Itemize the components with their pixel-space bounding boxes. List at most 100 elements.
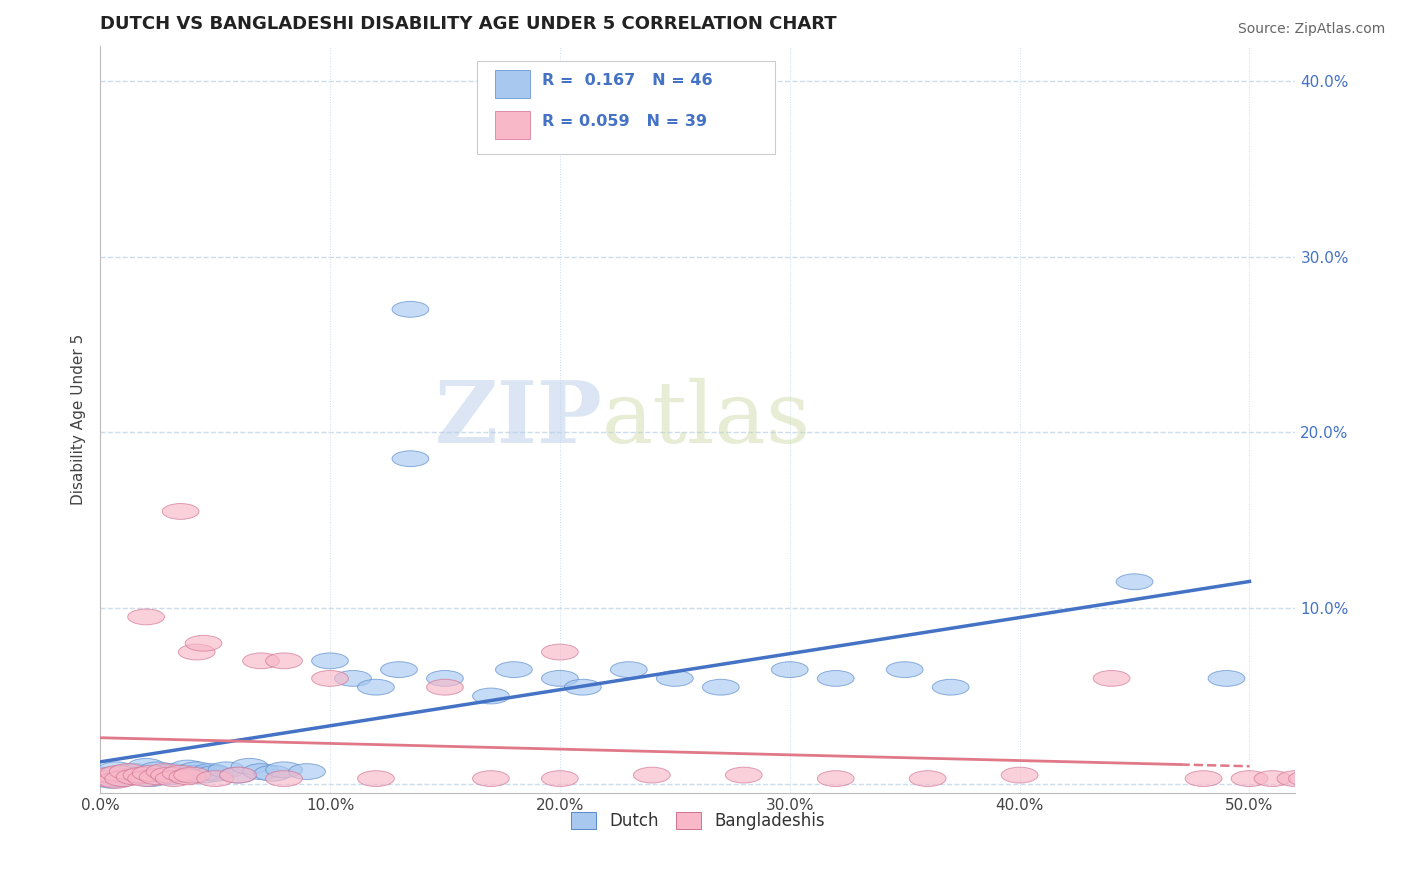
Ellipse shape: [243, 653, 280, 669]
Ellipse shape: [1277, 771, 1313, 787]
Ellipse shape: [266, 762, 302, 778]
Ellipse shape: [381, 662, 418, 678]
Ellipse shape: [657, 671, 693, 686]
Ellipse shape: [1288, 771, 1326, 787]
Ellipse shape: [288, 764, 325, 780]
Ellipse shape: [89, 771, 125, 787]
Ellipse shape: [541, 771, 578, 787]
Ellipse shape: [132, 771, 169, 787]
Text: atlas: atlas: [602, 377, 811, 461]
Ellipse shape: [93, 767, 129, 783]
Ellipse shape: [725, 767, 762, 783]
Ellipse shape: [541, 671, 578, 686]
Ellipse shape: [1094, 671, 1130, 686]
Ellipse shape: [193, 764, 229, 780]
Ellipse shape: [472, 688, 509, 704]
Ellipse shape: [150, 769, 187, 785]
Ellipse shape: [124, 767, 160, 783]
Ellipse shape: [117, 769, 153, 785]
Ellipse shape: [89, 767, 125, 783]
Ellipse shape: [392, 301, 429, 318]
Ellipse shape: [150, 767, 187, 783]
Ellipse shape: [169, 760, 205, 776]
Text: R = 0.059   N = 39: R = 0.059 N = 39: [543, 114, 707, 129]
Ellipse shape: [1001, 767, 1038, 783]
Ellipse shape: [174, 765, 211, 781]
Ellipse shape: [357, 771, 394, 787]
Ellipse shape: [208, 762, 245, 778]
Text: ZIP: ZIP: [434, 377, 602, 461]
Ellipse shape: [254, 765, 291, 781]
Ellipse shape: [128, 609, 165, 624]
Ellipse shape: [179, 644, 215, 660]
Ellipse shape: [197, 765, 233, 781]
Ellipse shape: [932, 680, 969, 695]
Ellipse shape: [426, 680, 464, 695]
Ellipse shape: [312, 671, 349, 686]
Ellipse shape: [139, 762, 176, 778]
Text: DUTCH VS BANGLADESHI DISABILITY AGE UNDER 5 CORRELATION CHART: DUTCH VS BANGLADESHI DISABILITY AGE UNDE…: [100, 15, 837, 33]
Ellipse shape: [110, 764, 146, 780]
Ellipse shape: [169, 769, 205, 785]
Ellipse shape: [162, 765, 200, 781]
Ellipse shape: [155, 771, 193, 787]
Ellipse shape: [1116, 574, 1153, 590]
Ellipse shape: [426, 671, 464, 686]
Ellipse shape: [128, 758, 165, 774]
Ellipse shape: [155, 764, 193, 780]
Ellipse shape: [219, 767, 256, 783]
Ellipse shape: [146, 764, 183, 780]
Ellipse shape: [472, 771, 509, 787]
Ellipse shape: [146, 765, 183, 781]
Ellipse shape: [357, 680, 394, 695]
Ellipse shape: [634, 767, 671, 783]
Ellipse shape: [186, 635, 222, 651]
Ellipse shape: [1208, 671, 1244, 686]
Ellipse shape: [817, 771, 853, 787]
Ellipse shape: [243, 764, 280, 780]
Ellipse shape: [197, 771, 233, 787]
FancyBboxPatch shape: [477, 61, 776, 154]
Ellipse shape: [610, 662, 647, 678]
Ellipse shape: [174, 767, 211, 783]
Ellipse shape: [495, 662, 533, 678]
FancyBboxPatch shape: [495, 70, 530, 98]
FancyBboxPatch shape: [495, 111, 530, 139]
Ellipse shape: [312, 653, 349, 669]
Ellipse shape: [1254, 771, 1291, 787]
Ellipse shape: [564, 680, 602, 695]
Ellipse shape: [1301, 771, 1337, 787]
Ellipse shape: [110, 769, 146, 785]
Ellipse shape: [1232, 771, 1268, 787]
Ellipse shape: [162, 767, 200, 783]
Legend: Dutch, Bangladeshis: Dutch, Bangladeshis: [564, 805, 831, 837]
Ellipse shape: [132, 765, 169, 781]
Ellipse shape: [104, 765, 142, 781]
Ellipse shape: [266, 653, 302, 669]
Ellipse shape: [186, 767, 222, 783]
Ellipse shape: [100, 771, 136, 787]
Ellipse shape: [124, 767, 160, 783]
Ellipse shape: [910, 771, 946, 787]
Ellipse shape: [179, 762, 215, 778]
Ellipse shape: [772, 662, 808, 678]
Y-axis label: Disability Age Under 5: Disability Age Under 5: [72, 334, 86, 505]
Ellipse shape: [541, 644, 578, 660]
Ellipse shape: [219, 767, 256, 783]
Ellipse shape: [162, 503, 200, 519]
Ellipse shape: [335, 671, 371, 686]
Ellipse shape: [128, 771, 165, 787]
Text: R =  0.167   N = 46: R = 0.167 N = 46: [543, 73, 713, 88]
Ellipse shape: [139, 769, 176, 785]
Ellipse shape: [817, 671, 853, 686]
Ellipse shape: [703, 680, 740, 695]
Ellipse shape: [886, 662, 924, 678]
Ellipse shape: [231, 758, 269, 774]
Ellipse shape: [98, 762, 135, 778]
Ellipse shape: [100, 765, 136, 781]
Text: Source: ZipAtlas.com: Source: ZipAtlas.com: [1237, 22, 1385, 37]
Ellipse shape: [98, 772, 135, 789]
Ellipse shape: [1185, 771, 1222, 787]
Ellipse shape: [104, 771, 142, 787]
Ellipse shape: [266, 771, 302, 787]
